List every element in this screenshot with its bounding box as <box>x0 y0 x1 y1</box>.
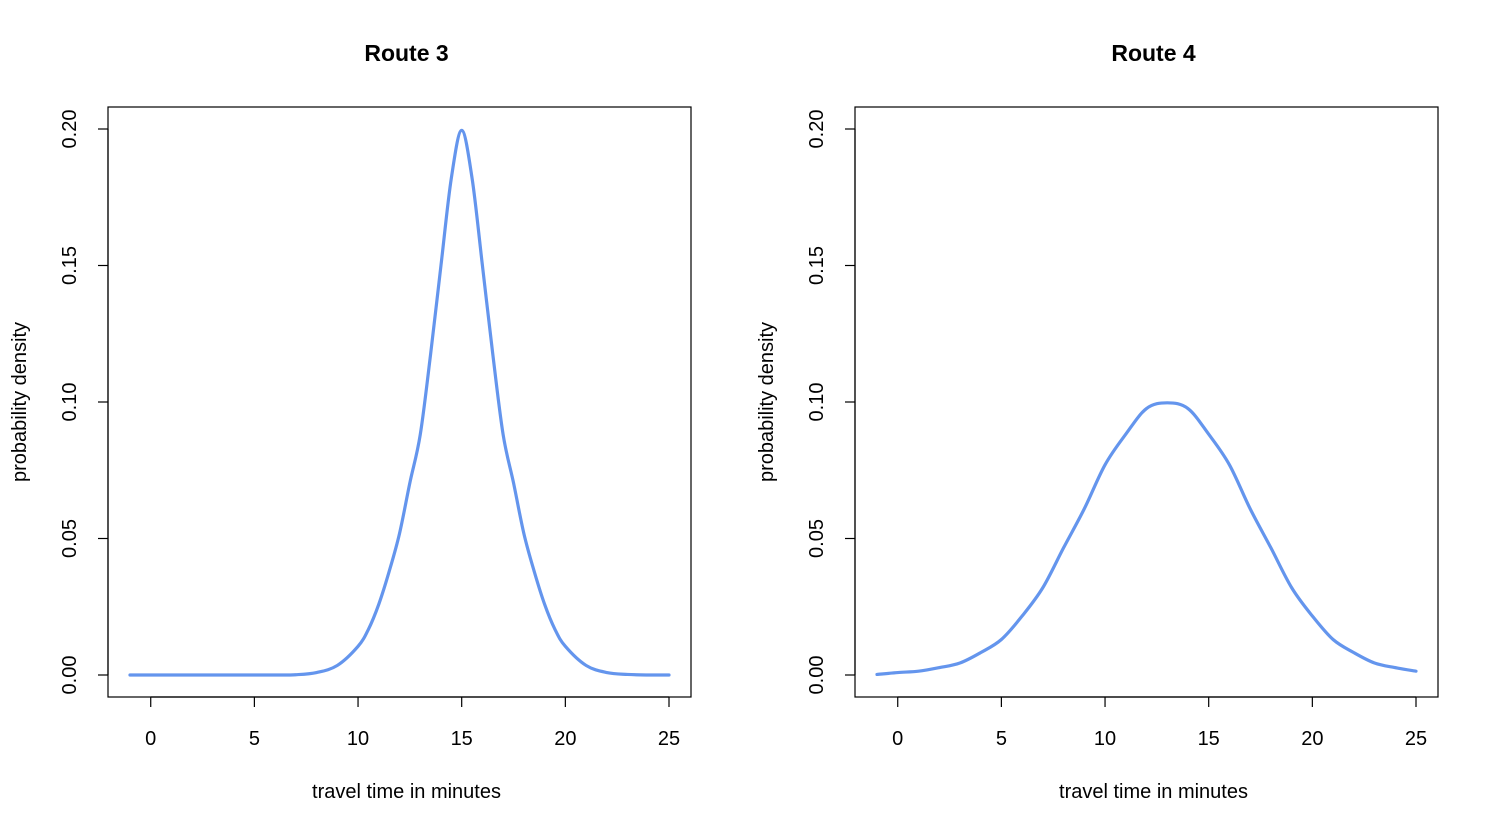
plot-frame <box>107 106 692 698</box>
x-tick-label: 0 <box>145 728 156 750</box>
y-tick-label: 0.15 <box>59 246 81 285</box>
x-tick-label: 10 <box>1094 728 1116 750</box>
x-tick-label: 25 <box>1405 728 1427 750</box>
x-axis-label: travel time in minutes <box>1059 781 1248 803</box>
y-tick-label: 0.15 <box>806 246 828 285</box>
y-tick-label: 0.00 <box>806 656 828 695</box>
x-tick-label: 5 <box>996 728 1007 750</box>
x-axis: 0 5 10 15 20 25 <box>145 696 680 750</box>
x-tick-label: 5 <box>249 728 260 750</box>
y-tick-label: 0.05 <box>806 519 828 558</box>
density-curve <box>128 128 671 677</box>
y-tick-label: 0.00 <box>59 656 81 695</box>
plot-frame <box>854 106 1439 698</box>
y-tick-label: 0.20 <box>806 110 828 149</box>
chart-panel-route-3: Route 3 travel time in minutes probabili… <box>9 40 692 803</box>
y-axis-label: probability density <box>756 322 778 482</box>
chart-title: Route 3 <box>364 40 448 66</box>
y-axis: 0.00 0.05 0.10 0.15 0.20 <box>806 110 856 695</box>
y-tick-label: 0.20 <box>59 110 81 149</box>
density-curve <box>875 401 1418 677</box>
x-axis: 0 5 10 15 20 25 <box>892 696 1427 750</box>
x-tick-label: 15 <box>1198 728 1220 750</box>
y-axis: 0.00 0.05 0.10 0.15 0.20 <box>59 110 109 695</box>
x-tick-label: 10 <box>347 728 369 750</box>
chart-panel-route-4: Route 4 travel time in minutes probabili… <box>756 40 1439 803</box>
x-tick-label: 25 <box>658 728 680 750</box>
y-axis-label: probability density <box>9 322 31 482</box>
chart-title: Route 4 <box>1111 40 1196 66</box>
y-tick-label: 0.10 <box>59 383 81 422</box>
x-tick-label: 0 <box>892 728 903 750</box>
y-tick-label: 0.10 <box>806 383 828 422</box>
x-tick-label: 15 <box>451 728 473 750</box>
x-axis-label: travel time in minutes <box>312 781 501 803</box>
y-tick-label: 0.05 <box>59 519 81 558</box>
x-tick-label: 20 <box>1301 728 1323 750</box>
x-tick-label: 20 <box>554 728 576 750</box>
